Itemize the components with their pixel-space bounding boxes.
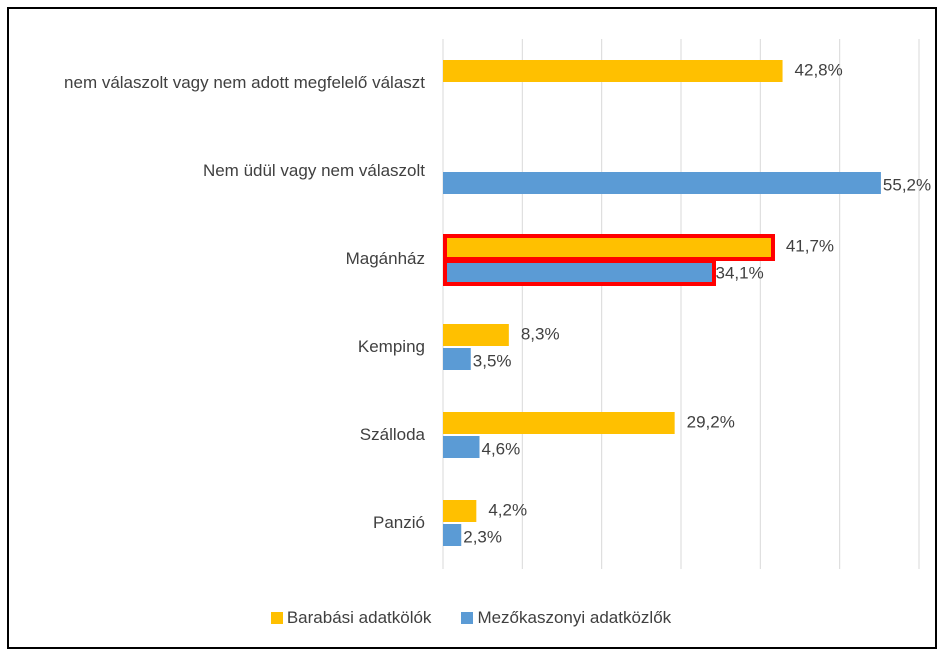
legend-item: Mezőkaszonyi adatközlők: [461, 608, 671, 628]
value-label: 8,3%: [521, 324, 560, 343]
bars: 42,8% 55,2% 41,7% 34,1% 8,3% 3,5% 29,2% 4,6% 4,2…: [443, 60, 931, 546]
category-label: Magánház: [345, 249, 425, 268]
value-label: 3,5%: [473, 351, 512, 370]
value-label: 29,2%: [687, 412, 735, 431]
bar: [443, 500, 477, 522]
frame: [7, 7, 937, 649]
category-label: Kemping: [357, 337, 425, 356]
legend: Barabási adatkölók Mezőkaszonyi adatközlő…: [0, 608, 942, 628]
grid: [442, 39, 920, 569]
value-label: 55,2%: [883, 175, 931, 194]
category-label: Panzió: [373, 513, 425, 532]
bar: [443, 172, 881, 194]
value-label: 34,1%: [716, 263, 764, 282]
bar: [443, 260, 714, 282]
bar: [443, 436, 480, 458]
category-label: nem válaszolt vagy nem adott megfelelő v…: [64, 73, 425, 92]
bar: [443, 324, 509, 346]
bar: [443, 412, 675, 434]
bar: [443, 60, 783, 82]
value-label: 42,8%: [795, 60, 843, 79]
category-label: Szálloda: [359, 425, 425, 444]
bar: [443, 348, 471, 370]
legend-swatch: [461, 612, 474, 624]
value-label: 4,2%: [488, 500, 527, 519]
bar: [443, 524, 462, 546]
legend-swatch: [270, 612, 283, 624]
category-label: Nem üdül vagy nem válaszolt: [202, 161, 425, 180]
value-label: 41,7%: [786, 236, 834, 255]
bar: [443, 236, 774, 258]
highlight-box: [443, 259, 716, 286]
legend-label: Mezőkaszonyi adatközlők: [477, 608, 672, 627]
value-label: 2,3%: [463, 527, 502, 546]
legend-item: Barabási adatkölók: [270, 608, 432, 628]
value-label: 4,6%: [481, 439, 520, 458]
legend-label: Barabási adatkölók: [286, 608, 432, 627]
